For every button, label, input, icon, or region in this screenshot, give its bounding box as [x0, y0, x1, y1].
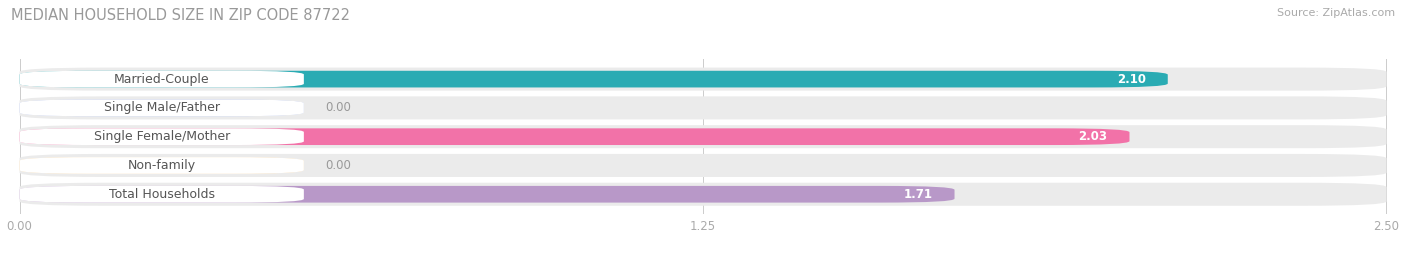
- Text: Single Female/Mother: Single Female/Mother: [94, 130, 229, 143]
- FancyBboxPatch shape: [20, 154, 1386, 177]
- Text: 1.71: 1.71: [904, 188, 932, 201]
- Text: Total Households: Total Households: [108, 188, 215, 201]
- FancyBboxPatch shape: [20, 157, 304, 174]
- Text: Single Male/Father: Single Male/Father: [104, 101, 219, 114]
- FancyBboxPatch shape: [20, 186, 955, 203]
- FancyBboxPatch shape: [20, 128, 1129, 145]
- FancyBboxPatch shape: [20, 99, 304, 116]
- FancyBboxPatch shape: [20, 99, 304, 116]
- Text: 0.00: 0.00: [326, 101, 352, 114]
- Text: 2.10: 2.10: [1116, 73, 1146, 85]
- FancyBboxPatch shape: [20, 71, 304, 87]
- FancyBboxPatch shape: [20, 96, 1386, 120]
- Text: 2.03: 2.03: [1078, 130, 1108, 143]
- Text: Non-family: Non-family: [128, 159, 195, 172]
- FancyBboxPatch shape: [20, 183, 1386, 206]
- FancyBboxPatch shape: [20, 186, 304, 203]
- Text: Married-Couple: Married-Couple: [114, 73, 209, 85]
- FancyBboxPatch shape: [20, 125, 1386, 148]
- Text: MEDIAN HOUSEHOLD SIZE IN ZIP CODE 87722: MEDIAN HOUSEHOLD SIZE IN ZIP CODE 87722: [11, 8, 350, 23]
- FancyBboxPatch shape: [20, 68, 1386, 91]
- Text: 0.00: 0.00: [326, 159, 352, 172]
- FancyBboxPatch shape: [20, 71, 1168, 87]
- Text: Source: ZipAtlas.com: Source: ZipAtlas.com: [1277, 8, 1395, 18]
- FancyBboxPatch shape: [20, 128, 304, 145]
- FancyBboxPatch shape: [20, 157, 304, 174]
